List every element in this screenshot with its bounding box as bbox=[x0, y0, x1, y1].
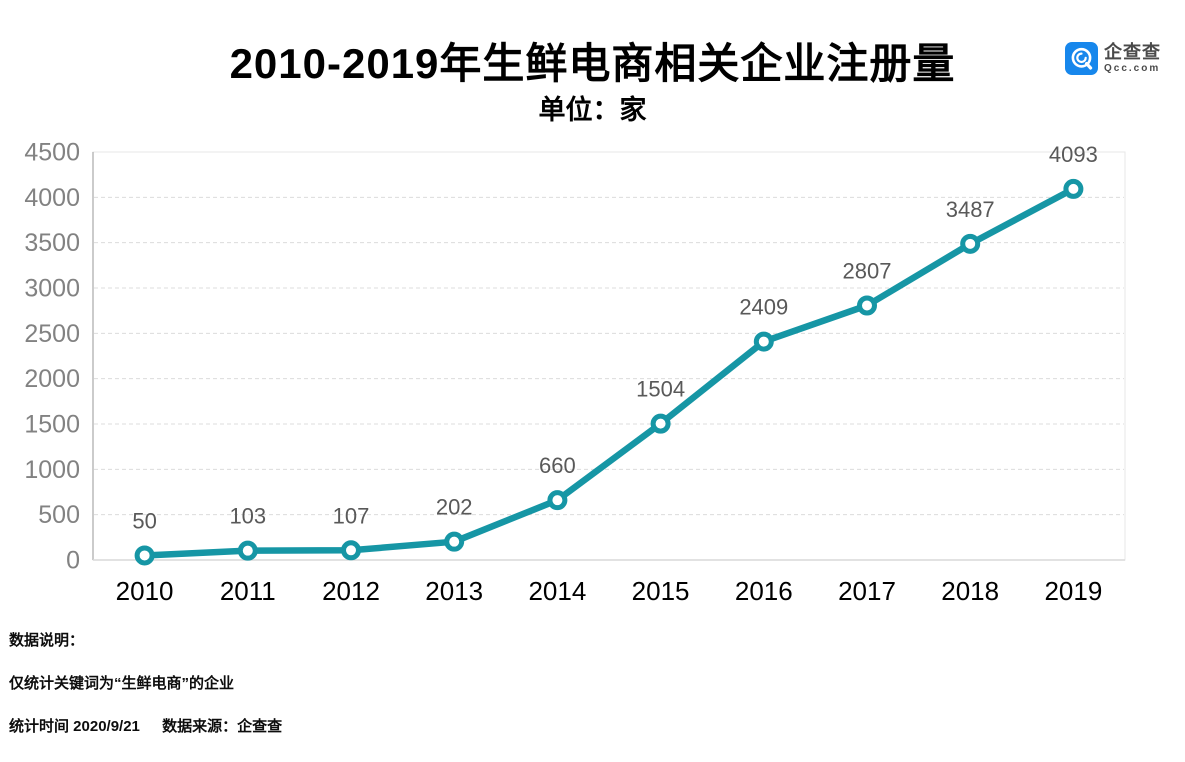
y-tick-label: 1500 bbox=[24, 411, 80, 439]
data-point-label: 50 bbox=[132, 508, 156, 533]
y-tick-label: 4000 bbox=[24, 184, 80, 212]
data-point-marker bbox=[650, 413, 671, 434]
qcc-logo-text: 企查查 Qcc.com bbox=[1104, 43, 1161, 74]
data-point-label: 660 bbox=[539, 453, 576, 478]
x-tick-label: 2012 bbox=[322, 576, 380, 606]
x-tick-label: 2011 bbox=[220, 576, 276, 606]
data-point-label: 202 bbox=[436, 495, 473, 520]
x-tick-label: 2018 bbox=[941, 576, 999, 606]
y-tick-label: 4500 bbox=[24, 140, 80, 167]
qcc-logo: 企查查 Qcc.com bbox=[1065, 42, 1161, 75]
x-tick-label: 2017 bbox=[838, 576, 896, 606]
data-point-label: 2409 bbox=[739, 295, 788, 320]
data-point-marker bbox=[547, 490, 568, 511]
chart-unit-label: 单位：家 bbox=[538, 95, 647, 125]
data-point-label: 107 bbox=[333, 503, 370, 528]
data-point-label: 103 bbox=[229, 504, 266, 529]
qcc-magnifier-icon bbox=[1065, 42, 1098, 75]
data-point-label: 3487 bbox=[946, 197, 995, 222]
footnote-source-line: 统计时间 2020/9/21 数据来源：企查查 bbox=[9, 705, 282, 748]
qcc-logo-name: 企查查 bbox=[1104, 42, 1161, 62]
data-point-label: 2807 bbox=[843, 258, 892, 283]
y-tick-label: 2000 bbox=[24, 365, 80, 393]
data-point-marker bbox=[857, 295, 877, 316]
page-title: 2010-2019年生鲜电商相关企业注册量 bbox=[229, 40, 956, 87]
data-point-marker bbox=[753, 331, 774, 352]
x-tick-label: 2010 bbox=[116, 576, 174, 606]
data-source-label: 数据来源：企查查 bbox=[162, 718, 283, 735]
footnote-title: 数据说明： bbox=[9, 632, 85, 649]
data-point-marker bbox=[341, 540, 361, 561]
stat-time-label: 统计时间 2020/9/21 bbox=[9, 718, 140, 735]
y-tick-label: 500 bbox=[38, 501, 80, 529]
x-tick-label: 2015 bbox=[632, 576, 690, 606]
x-tick-label: 2016 bbox=[735, 576, 793, 606]
data-point-marker bbox=[134, 545, 155, 566]
qcc-logo-domain: Qcc.com bbox=[1104, 63, 1161, 74]
x-tick-label: 2014 bbox=[528, 576, 586, 606]
y-tick-label: 1000 bbox=[24, 456, 80, 484]
y-tick-label: 3000 bbox=[24, 275, 80, 303]
data-point-marker bbox=[237, 540, 258, 561]
x-tick-label: 2019 bbox=[1044, 576, 1102, 606]
data-point-label: 1504 bbox=[636, 377, 685, 402]
x-tick-label: 2013 bbox=[425, 576, 483, 606]
y-tick-label: 0 bbox=[66, 547, 80, 575]
data-point-label: 4093 bbox=[1049, 142, 1098, 167]
data-point-marker bbox=[444, 531, 465, 552]
footnote-body: 仅统计关键词为“生鲜电商”的企业 bbox=[9, 675, 235, 692]
line-chart: 0 500 1000 1500 2000 2500 3000 3500 4000 4500 50 20… bbox=[24, 140, 1126, 606]
data-point-marker bbox=[1063, 178, 1084, 199]
y-tick-label: 2500 bbox=[24, 320, 80, 348]
chart-footnotes: 数据说明： 仅统计关键词为“生鲜电商”的企业 统计时间 2020/9/21 数据… bbox=[9, 619, 282, 748]
data-point-marker bbox=[960, 233, 981, 254]
y-tick-label: 3500 bbox=[24, 229, 80, 257]
line-series bbox=[141, 185, 1077, 559]
